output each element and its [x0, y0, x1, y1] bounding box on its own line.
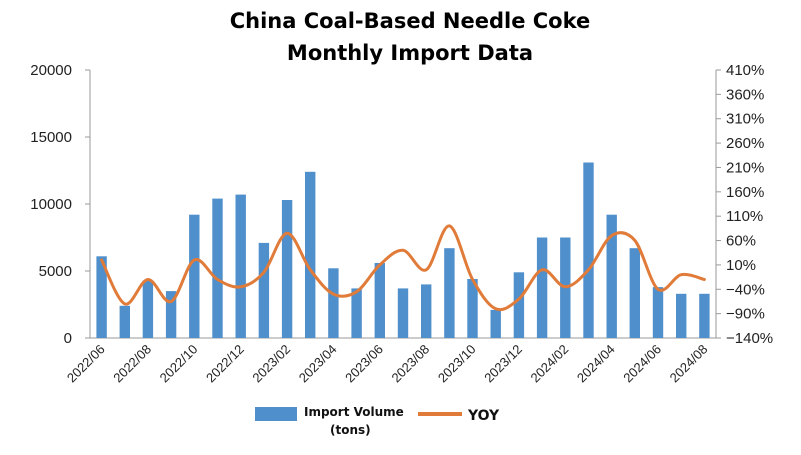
chart-title-line-2: Monthly Import Data	[287, 41, 533, 65]
right-tick-label: 260%	[726, 135, 764, 152]
left-tick-label: 15000	[30, 129, 72, 146]
bar-2024-01	[536, 237, 548, 338]
bar-2023-03	[305, 171, 316, 338]
x-tick-label: 2023/08	[388, 342, 432, 386]
left-tick-label: 20000	[30, 62, 72, 79]
bar-2023-06	[374, 263, 385, 338]
bar-2024-03	[583, 162, 594, 338]
x-tick-label: 2024/02	[528, 342, 572, 386]
x-tick-label: 2023/10	[435, 342, 479, 386]
bar-2024-06	[652, 287, 664, 338]
legend-yoy-label: YOY	[467, 408, 500, 424]
bar-2022-11	[212, 198, 223, 338]
bar-2024-07	[676, 293, 687, 338]
right-axis-ticks: −140% −90% −40% 10% 60% 110% 160% 210% 260% 310% 3…	[716, 62, 773, 347]
right-tick-label: −40%	[726, 281, 765, 298]
right-tick-label: 210%	[726, 159, 764, 176]
x-axis-ticks: 2022/06 2022/08 2022/10 2022/12 2023/02 2023/…	[64, 342, 711, 386]
x-tick-label: 2024/04	[574, 342, 618, 386]
x-tick-label: 2022/10	[157, 342, 201, 386]
x-tick-label: 2022/12	[203, 342, 247, 386]
bar-2023-08	[421, 284, 432, 338]
left-tick-label: 5000	[39, 263, 72, 280]
bar-2022-10	[189, 214, 200, 338]
x-tick-label: 2022/08	[110, 342, 154, 386]
x-tick-label: 2024/06	[620, 342, 664, 386]
right-tick-label: 60%	[726, 233, 756, 250]
right-tick-label: 310%	[726, 111, 764, 128]
bar-2024-05	[629, 248, 640, 338]
bar-2023-01	[258, 242, 270, 338]
legend: Import Volume (tons) YOY	[255, 405, 500, 437]
right-tick-label: −90%	[726, 306, 765, 323]
right-tick-label: 10%	[726, 257, 756, 274]
left-axis-ticks: 0 5000 10000 15000 20000	[30, 62, 90, 347]
right-tick-label: 410%	[726, 62, 764, 79]
bar-2022-07	[119, 305, 130, 338]
right-tick-label: 360%	[726, 86, 764, 103]
bar-2023-02	[281, 200, 293, 338]
bar-2024-08	[699, 293, 710, 338]
x-tick-label: 2023/02	[249, 342, 293, 386]
left-tick-label: 10000	[30, 196, 72, 213]
left-tick-label: 0	[64, 330, 72, 347]
bar-2023-09	[444, 248, 455, 338]
x-tick-label: 2024/08	[667, 342, 711, 386]
x-tick-label: 2023/06	[342, 342, 386, 386]
bar-2022-09	[165, 291, 177, 338]
bar-2024-04	[606, 214, 617, 338]
right-tick-label: 160%	[726, 184, 764, 201]
right-tick-label: −140%	[726, 330, 773, 347]
yoy-line	[100, 224, 706, 312]
chart-title-line-1: China Coal-Based Needle Coke	[230, 9, 591, 33]
bar-2022-08	[142, 280, 154, 338]
x-tick-label: 2023/12	[481, 342, 525, 386]
bar-2023-07	[397, 288, 409, 338]
bar-2022-12	[235, 194, 246, 338]
bar-2023-05	[351, 288, 362, 338]
bar-2022-06	[96, 256, 107, 338]
bar-2023-04	[328, 268, 339, 338]
x-tick-label: 2023/04	[296, 342, 340, 386]
legend-import-volume-label: Import Volume	[304, 405, 404, 419]
bar-2023-12	[513, 272, 525, 338]
legend-import-volume-swatch	[255, 407, 297, 421]
bar-2023-10	[467, 279, 478, 338]
right-tick-label: 110%	[726, 208, 763, 225]
line-series	[100, 224, 706, 312]
x-tick-label: 2022/06	[64, 342, 108, 386]
legend-import-volume-unit: (tons)	[330, 423, 371, 437]
bar-2023-11	[490, 309, 501, 338]
